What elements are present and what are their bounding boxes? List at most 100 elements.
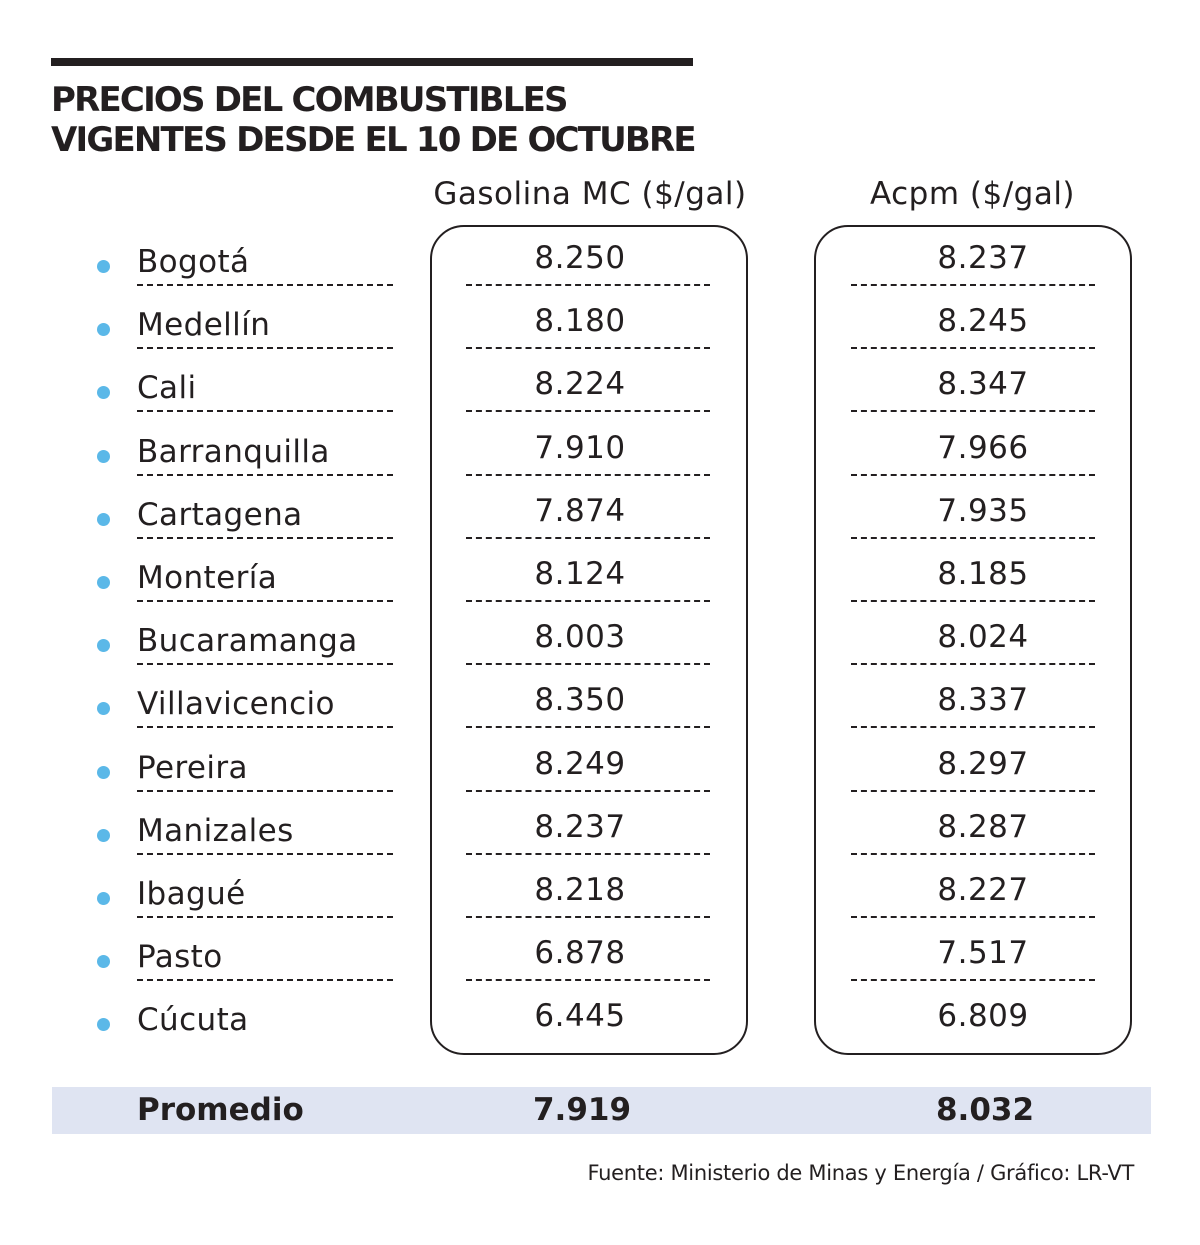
gasolina-divider (466, 347, 710, 350)
table-row: Pereira 8.249 8.297 (0, 736, 1200, 796)
average-gasolina-value: 7.919 (532, 1092, 632, 1128)
gasolina-value: 7.874 (534, 492, 626, 529)
gasolina-value: 8.224 (534, 366, 626, 403)
table-row: Barranquilla 7.910 7.966 (0, 420, 1200, 480)
bullet-icon (97, 449, 110, 463)
table-row: Montería 8.124 8.185 (0, 546, 1200, 606)
table-row: Cali 8.224 8.347 (0, 356, 1200, 416)
city-divider (137, 600, 393, 602)
column-header-gasolina: Gasolina MC ($/gal) (433, 176, 747, 212)
bullet-icon (97, 323, 110, 337)
gasolina-divider (466, 789, 710, 792)
gasolina-divider (466, 852, 710, 855)
gasolina-value: 8.003 (534, 619, 626, 656)
acpm-divider (851, 473, 1095, 476)
acpm-value: 7.966 (937, 429, 1029, 466)
gasolina-value: 8.237 (534, 808, 626, 845)
acpm-value: 8.237 (937, 240, 1029, 276)
city-divider (137, 663, 393, 666)
city-name: Medellín (137, 307, 271, 344)
city-name: Bogotá (137, 244, 250, 280)
bullet-icon (97, 765, 110, 779)
city-divider (137, 916, 393, 918)
table-row: Ibagué 8.218 8.227 (0, 862, 1200, 922)
city-name: Cartagena (137, 496, 303, 533)
bullet-icon (97, 892, 110, 905)
acpm-value: 8.297 (937, 745, 1029, 782)
city-divider (137, 347, 393, 350)
city-name: Barranquilla (137, 433, 330, 470)
bullet-icon (97, 639, 110, 653)
gasolina-value: 7.910 (534, 429, 626, 466)
city-divider (137, 789, 393, 792)
bullet-icon (97, 955, 110, 969)
acpm-divider (851, 852, 1095, 855)
gasolina-divider (466, 473, 710, 476)
city-divider (137, 979, 393, 982)
city-divider (137, 410, 393, 413)
acpm-divider (851, 789, 1095, 792)
top-rule (51, 58, 693, 66)
acpm-value: 8.287 (937, 808, 1029, 845)
acpm-value: 6.809 (937, 998, 1029, 1035)
gasolina-value: 8.218 (534, 872, 626, 908)
city-name: Ibagué (137, 876, 246, 912)
acpm-value: 8.185 (937, 556, 1029, 592)
table-row: Cartagena 7.874 7.935 (0, 483, 1200, 543)
bullet-icon (97, 512, 110, 526)
acpm-value: 8.245 (937, 303, 1029, 340)
gasolina-divider (466, 536, 710, 539)
gasolina-divider (466, 410, 710, 413)
acpm-divider (851, 726, 1095, 729)
acpm-value: 8.227 (937, 872, 1029, 908)
table-row: Pasto 6.878 7.517 (0, 925, 1200, 985)
city-divider (137, 473, 393, 476)
table-row: Cúcuta 6.445 6.809 (0, 988, 1200, 1048)
city-divider (137, 852, 393, 855)
acpm-divider (851, 347, 1095, 350)
city-name: Manizales (137, 812, 294, 849)
gasolina-value: 8.124 (534, 556, 626, 592)
column-header-acpm: Acpm ($/gal) (869, 176, 1076, 212)
table-row: Bucaramanga 8.003 8.024 (0, 609, 1200, 669)
bullet-icon (97, 576, 110, 589)
gasolina-value: 6.878 (534, 935, 626, 972)
acpm-divider (851, 600, 1095, 602)
city-divider (137, 726, 393, 729)
chart-title-line-1: PRECIOS DEL COMBUSTIBLES (51, 80, 569, 120)
city-name: Villavicencio (137, 686, 335, 723)
table-row: Medellín 8.180 8.245 (0, 293, 1200, 353)
gasolina-divider (466, 600, 710, 602)
gasolina-divider (466, 284, 710, 286)
acpm-value: 7.935 (937, 492, 1029, 529)
acpm-divider (851, 536, 1095, 539)
acpm-value: 8.024 (937, 619, 1029, 656)
table-row: Bogotá 8.250 8.237 (0, 230, 1200, 290)
gasolina-column-frame (430, 225, 748, 1055)
acpm-value: 7.517 (937, 935, 1029, 972)
city-name: Bucaramanga (137, 623, 358, 660)
gasolina-divider (466, 726, 710, 729)
gasolina-value: 8.249 (534, 745, 626, 782)
gasolina-divider (466, 979, 710, 982)
city-name: Cúcuta (137, 1002, 249, 1039)
acpm-divider (851, 663, 1095, 666)
bullet-icon (97, 828, 110, 842)
bullet-icon (97, 260, 110, 273)
city-name: Pasto (137, 939, 223, 976)
city-divider (137, 536, 393, 539)
source-credit: Fuente: Ministerio de Minas y Energía / … (587, 1161, 1135, 1185)
city-name: Pereira (137, 749, 248, 786)
gasolina-divider (466, 916, 710, 918)
average-acpm-value: 8.032 (935, 1092, 1035, 1128)
gasolina-value: 8.250 (534, 240, 626, 276)
bullet-icon (97, 386, 110, 400)
acpm-value: 8.337 (937, 682, 1029, 719)
gasolina-divider (466, 663, 710, 666)
city-name: Montería (137, 560, 278, 596)
acpm-divider (851, 284, 1095, 286)
acpm-value: 8.347 (937, 366, 1029, 403)
city-divider (137, 284, 393, 286)
average-row: Promedio 7.919 8.032 (52, 1087, 1151, 1134)
chart-title-line-2: VIGENTES DESDE EL 10 DE OCTUBRE (51, 120, 697, 160)
